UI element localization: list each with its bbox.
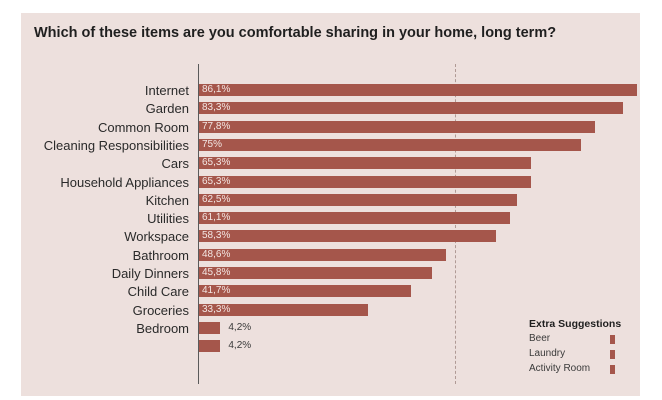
bar-value-label: 4,2% <box>228 321 252 333</box>
legend-item: Activity Room <box>529 363 629 378</box>
bar <box>199 303 369 316</box>
y-axis-line <box>198 64 199 384</box>
bar-value-label: 86,1% <box>202 84 231 95</box>
category-label: Kitchen <box>145 192 189 208</box>
bar-value-label: 77,8% <box>202 120 231 132</box>
bar <box>199 212 510 225</box>
legend-item-label: Beer <box>529 333 551 344</box>
category-label: Groceries <box>132 302 189 318</box>
category-label: Garden <box>145 101 189 117</box>
bar-value-label: 83,3% <box>202 102 231 114</box>
bar <box>199 193 517 206</box>
legend-swatch <box>610 335 615 344</box>
category-label: Cars <box>161 156 189 172</box>
bar-value-label: 4,2% <box>228 340 252 352</box>
bar-value-label: 75% <box>202 138 223 150</box>
bar <box>199 120 595 133</box>
bar-value-label: 65,3% <box>202 175 231 187</box>
bar-value-label: 62,5% <box>202 193 231 205</box>
category-label: Bathroom <box>132 247 189 263</box>
bar <box>199 102 623 115</box>
legend-swatch <box>610 350 615 359</box>
category-label: Utilities <box>147 211 189 227</box>
legend-item: Beer <box>529 333 629 348</box>
category-label: Common Room <box>97 119 189 135</box>
bar <box>199 157 532 170</box>
bar-value-label: 41,7% <box>202 285 231 297</box>
category-label: Workspace <box>124 229 189 245</box>
bar-value-label: 45,8% <box>202 267 231 278</box>
bar <box>199 230 496 243</box>
bar <box>199 267 432 279</box>
legend-item: Laundry <box>529 348 629 363</box>
bar <box>199 248 447 261</box>
bar-value-label: 65,3% <box>202 157 231 169</box>
legend: Extra Suggestions Beer Laundry Activity … <box>529 318 629 378</box>
bar-value-label: 58,3% <box>202 230 231 242</box>
category-label: Internet <box>144 83 189 98</box>
bar <box>199 84 637 96</box>
bar-value-label: 33,3% <box>202 303 231 315</box>
bar <box>199 285 412 298</box>
category-label: Bedroom <box>136 320 189 336</box>
category-label: Household Appliances <box>60 174 189 190</box>
legend-item-label: Activity Room <box>529 363 591 374</box>
bar <box>199 175 532 188</box>
bar <box>199 340 221 353</box>
bar <box>199 321 221 334</box>
category-label: Daily Dinners <box>111 266 189 281</box>
legend-swatch <box>610 365 615 374</box>
bar-value-label: 48,6% <box>202 248 231 260</box>
category-label: Child Care <box>127 284 189 300</box>
bar-value-label: 61,1% <box>202 212 231 224</box>
bar <box>199 138 581 151</box>
legend-title: Extra Suggestions <box>529 318 622 330</box>
legend-item-label: Laundry <box>529 348 566 359</box>
chart-title: Which of these items are you comfortable… <box>34 25 557 41</box>
category-label: Cleaning Responsibilities <box>43 137 189 153</box>
